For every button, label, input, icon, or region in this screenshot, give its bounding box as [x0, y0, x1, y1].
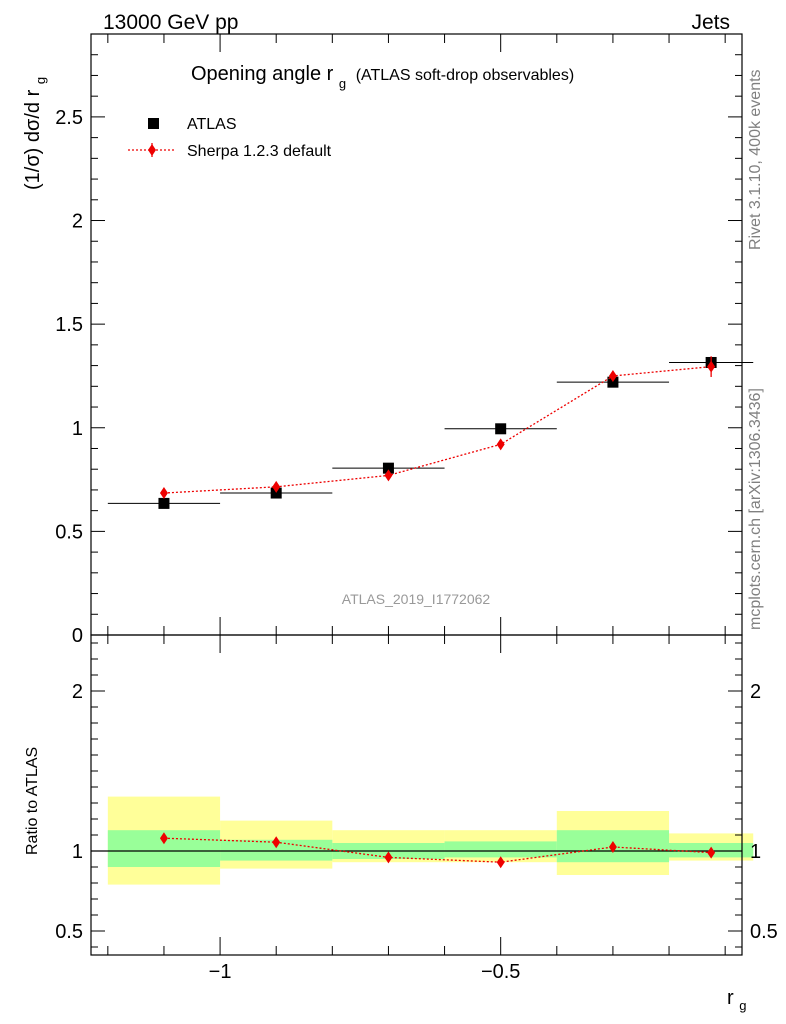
- ratio-frame: [90, 634, 743, 956]
- ratio-band-inner: [444, 841, 557, 858]
- sherpa-line: [163, 365, 712, 494]
- sherpa-point: [272, 480, 281, 493]
- ratio-ytick-label: 0.5: [55, 921, 83, 943]
- ratio-ytick-label: 2: [72, 681, 83, 703]
- watermark-label: ATLAS_2019_I1772062: [342, 591, 491, 607]
- ratio-ytick-label-right: 2: [750, 681, 761, 703]
- ratio-ylabel: Ratio to ATLAS: [24, 747, 41, 855]
- ratio-ytick-label-right: 0.5: [750, 921, 778, 943]
- ratio-xtick-label: −0.5: [481, 961, 520, 983]
- sherpa-point: [608, 369, 617, 382]
- ratio-ytick-label-right: 1: [750, 841, 761, 863]
- legend: ATLAS Sherpa 1.2.3 default: [128, 116, 332, 160]
- atlas-point: [607, 376, 619, 388]
- rivet-label: Rivet 3.1.10, 400k events: [747, 69, 764, 250]
- atlas-point: [270, 487, 282, 499]
- main-ytick-label: 1: [72, 418, 83, 440]
- sherpa-point: [707, 360, 716, 373]
- ratio-xlabel-sub: g: [739, 998, 746, 1013]
- mcplots-label: mcplots.cern.ch [arXiv:1306.3436]: [747, 388, 764, 630]
- energy-label: 13000 GeV pp: [103, 11, 238, 34]
- main-plot-content: [107, 356, 754, 509]
- sherpa-point: [384, 469, 393, 482]
- atlas-point: [382, 462, 394, 474]
- legend-mc-label: Sherpa 1.2.3 default: [187, 143, 332, 160]
- ratio-point: [272, 836, 281, 849]
- ratio-point: [159, 832, 168, 845]
- main-ylabel-sub: g: [33, 77, 48, 84]
- legend-mc-marker: [148, 144, 156, 156]
- ratio-axes: 0.5 0.5 1 1 2 2 −1 −0.5: [55, 634, 778, 983]
- legend-atlas-label: ATLAS: [187, 116, 237, 133]
- main-ytick-label: 0: [72, 625, 83, 647]
- main-ytick-label: 2: [72, 211, 83, 233]
- ratio-point: [496, 856, 505, 869]
- plot-title-sub: g: [339, 76, 346, 91]
- main-ytick-label: 2.5: [55, 107, 83, 129]
- ratio-xlabel: r g: [727, 987, 746, 1013]
- main-panel: ATLAS_2019_I1772062 0 0.5 1 1.5 2 2.5 Opening…: [22, 33, 754, 647]
- ratio-xlabel-main: r: [727, 987, 734, 1009]
- sherpa-point: [159, 487, 168, 500]
- plot-title-suffix: (ATLAS soft-drop observables): [356, 67, 574, 84]
- ratio-xtick-label: −1: [209, 961, 232, 983]
- ratio-panel: 0.5 0.5 1 1 2 2 −1 −0.5 Ratio to ATLAS r g: [24, 634, 778, 1013]
- sherpa-point: [496, 438, 505, 451]
- atlas-point: [158, 497, 170, 509]
- plot-title-main: Opening angle r: [191, 63, 334, 85]
- ratio-band-inner: [220, 839, 333, 861]
- ratio-point: [707, 846, 716, 859]
- plot-title: Opening angle r g (ATLAS soft-drop obser…: [191, 63, 574, 93]
- atlas-point: [495, 423, 507, 435]
- main-ylabel: (1/σ) dσ/d r g: [22, 77, 48, 190]
- main-ytick-label: 0.5: [55, 521, 83, 543]
- main-ytick-label: 1.5: [55, 314, 83, 336]
- legend-atlas-marker: [148, 118, 159, 129]
- ratio-line: [163, 837, 712, 863]
- ratio-point: [608, 841, 617, 853]
- ratio-point: [384, 851, 393, 864]
- ratio-ytick-label: 1: [72, 841, 83, 863]
- ratio-plot-content: [91, 796, 754, 885]
- main-ylabel-main: (1/σ) dσ/d r: [22, 89, 44, 190]
- channel-label: Jets: [691, 11, 730, 34]
